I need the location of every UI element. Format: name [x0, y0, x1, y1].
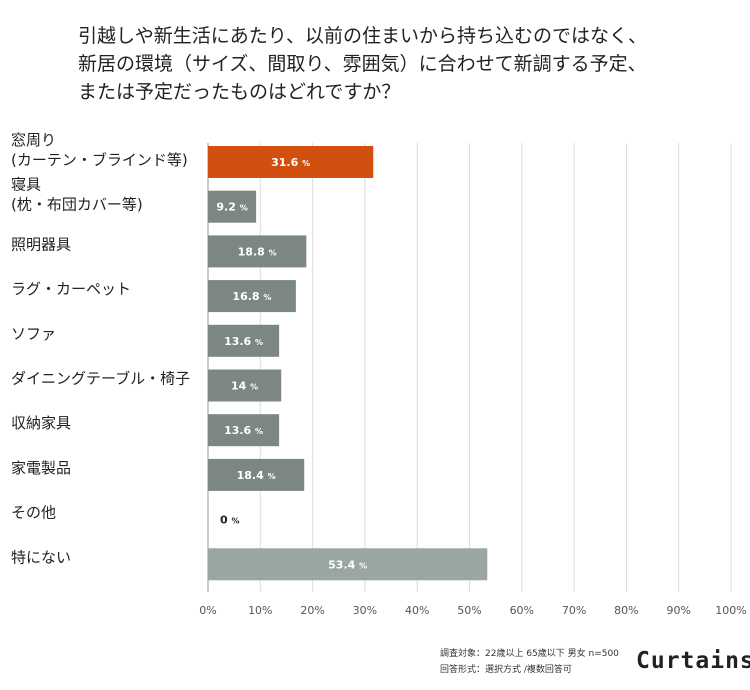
brand-logo: Curtains	[636, 648, 750, 674]
value-unit: %	[250, 383, 258, 392]
value-label: 16.8 %	[232, 290, 271, 303]
value-unit: %	[231, 517, 239, 526]
category-label: 照明器具	[11, 235, 71, 253]
survey-note: 調査対象：22歳以上 65歳以下 男女 n=500 回答形式：選択方式 /複数回…	[440, 646, 619, 678]
x-tick-label: 50%	[457, 604, 481, 617]
category-label: ソファ	[11, 325, 56, 343]
value-unit: %	[302, 159, 310, 168]
category-label: ダイニングテーブル・椅子	[11, 370, 190, 388]
bar	[208, 548, 488, 581]
answer-format-note: 回答形式：選択方式 /複数回答可	[440, 665, 572, 675]
value-number: 18.8	[238, 245, 269, 258]
category-label: 寝具	[11, 176, 41, 194]
value-unit: %	[263, 293, 271, 302]
value-label: 14 %	[231, 380, 258, 393]
bar	[208, 414, 280, 447]
value-number: 9.2	[216, 201, 239, 214]
bar	[208, 235, 307, 268]
value-unit: %	[268, 472, 276, 481]
value-label: 31.6 %	[271, 156, 310, 169]
value-unit: %	[255, 427, 263, 436]
category-label: その他	[11, 504, 56, 522]
value-label: 13.6 %	[224, 424, 263, 437]
category-label: (カーテン・ブラインド等)	[11, 151, 188, 169]
value-number: 31.6	[271, 156, 302, 169]
bar	[208, 280, 296, 313]
category-label: ラグ・カーペット	[11, 280, 131, 298]
value-label: 0 %	[220, 514, 240, 527]
bar	[208, 146, 374, 178]
value-number: 0	[220, 514, 231, 527]
value-label: 9.2 %	[216, 201, 247, 214]
category-label: 収納家具	[11, 414, 71, 432]
bar	[208, 458, 305, 491]
chart-title-line-3: または予定だったものはどれですか？	[78, 81, 401, 103]
x-tick-label: 10%	[248, 604, 272, 617]
bar	[208, 369, 282, 402]
category-label: 窓周り	[11, 131, 56, 149]
value-label: 18.8 %	[238, 245, 277, 258]
x-tick-label: 80%	[614, 604, 638, 617]
bar	[208, 190, 257, 223]
category-label: 家電製品	[11, 459, 71, 477]
value-label: 53.4 %	[328, 558, 367, 571]
value-number: 18.4	[237, 469, 268, 482]
x-tick-label: 70%	[562, 604, 586, 617]
category-label: 特にない	[11, 548, 71, 566]
chart-title: 引越しや新生活にあたり、以前の住まいから持ち込むのではなく、 新居の環境（サイズ…	[78, 22, 718, 106]
bars	[208, 146, 488, 581]
x-axis-ticks: 0% 10% 20% 30% 40% 50% 60% 70% 80% 90% 100%	[199, 604, 746, 617]
value-unit: %	[255, 338, 263, 347]
chart-title-line-1: 引越しや新生活にあたり、以前の住まいから持ち込むのではなく、	[78, 25, 648, 47]
survey-target-note: 調査対象：22歳以上 65歳以下 男女 n=500	[440, 649, 619, 659]
x-tick-label: 100%	[715, 604, 746, 617]
value-unit: %	[269, 248, 277, 257]
category-label: (枕・布団カバー等)	[11, 196, 143, 214]
chart-title-line-2: 新居の環境（サイズ、間取り、雰囲気）に合わせて新調する予定、	[78, 53, 647, 75]
value-number: 13.6	[224, 335, 255, 348]
x-tick-label: 0%	[199, 604, 216, 617]
category-labels: 窓周り (カーテン・ブラインド等) 寝具 (枕・布団カバー等) 照明器具ラグ・カーペット…	[11, 131, 190, 566]
value-number: 13.6	[224, 424, 255, 437]
value-labels: 31.6 %9.2 %18.8 %16.8 %13.6 %14 %13.6 %1…	[216, 156, 367, 571]
gridlines	[207, 143, 732, 592]
value-label: 13.6 %	[224, 335, 263, 348]
x-tick-label: 40%	[405, 604, 429, 617]
x-tick-label: 60%	[510, 604, 534, 617]
value-unit: %	[359, 561, 367, 570]
x-tick-label: 20%	[300, 604, 324, 617]
x-tick-label: 30%	[353, 604, 377, 617]
x-tick-label: 90%	[666, 604, 690, 617]
value-number: 53.4	[328, 558, 359, 571]
bar	[208, 324, 280, 357]
bar-chart: 31.6 %9.2 %18.8 %16.8 %13.6 %14 %13.6 %1…	[11, 131, 747, 617]
value-label: 18.4 %	[237, 469, 276, 482]
value-unit: %	[240, 204, 248, 213]
value-number: 14	[231, 380, 250, 393]
value-number: 16.8	[232, 290, 263, 303]
